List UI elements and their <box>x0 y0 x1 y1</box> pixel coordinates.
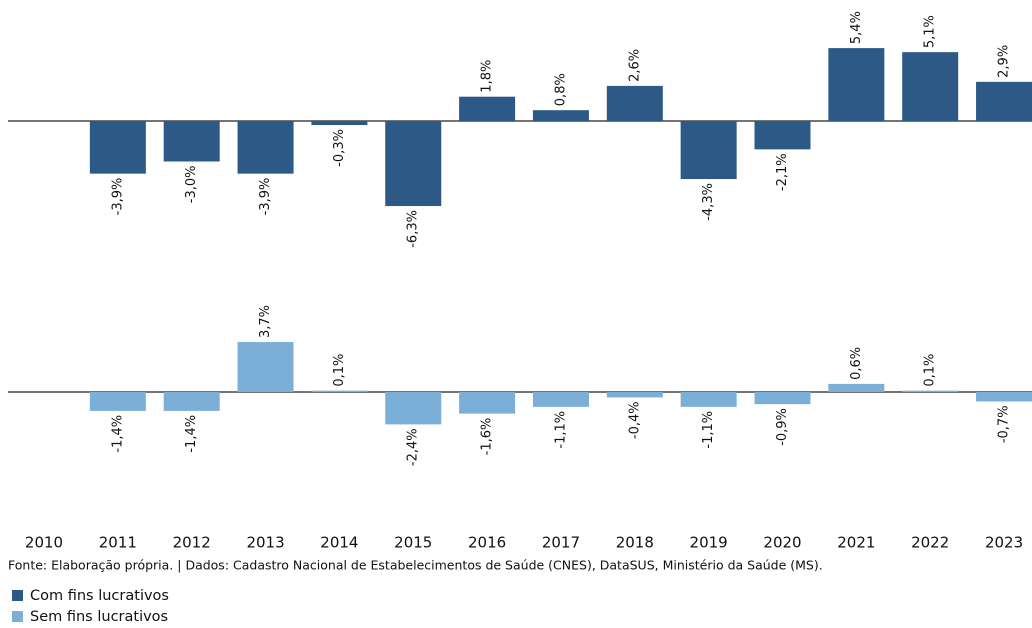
value-label: 5,4% <box>849 11 864 44</box>
value-label: -4,3% <box>701 183 716 221</box>
legend-label: Com fins lucrativos <box>30 588 169 604</box>
x-tick-label: 2012 <box>173 534 211 552</box>
x-tick-label: 2018 <box>616 534 654 552</box>
x-tick-label: 2023 <box>985 534 1023 552</box>
value-label: 0,8% <box>553 73 568 106</box>
value-label: -3,9% <box>110 178 125 216</box>
bar <box>237 342 294 392</box>
x-tick-label: 2014 <box>320 534 358 552</box>
value-label: 0,6% <box>849 347 864 380</box>
value-label: -0,9% <box>775 408 790 446</box>
value-label: -1,4% <box>110 415 125 453</box>
value-label: -1,1% <box>701 411 716 449</box>
value-label: -3,9% <box>258 178 273 216</box>
bar <box>311 121 368 126</box>
x-tick-label: 2010 <box>25 534 63 552</box>
x-tick-label: 2022 <box>911 534 949 552</box>
x-tick-label: 2015 <box>394 534 432 552</box>
bar <box>828 383 885 392</box>
bar <box>606 85 663 121</box>
bar <box>459 96 516 121</box>
value-label: -0,4% <box>627 401 642 439</box>
bar <box>311 390 368 392</box>
x-tick-label: 2021 <box>837 534 875 552</box>
value-label: 0,1% <box>332 354 347 387</box>
value-label: -3,0% <box>184 166 199 204</box>
value-label: -1,1% <box>553 411 568 449</box>
legend-swatch <box>12 590 23 601</box>
bar <box>902 390 959 392</box>
value-label: 1,8% <box>480 60 495 93</box>
bar <box>680 121 737 180</box>
bar <box>680 392 737 407</box>
value-label: 0,1% <box>923 354 938 387</box>
x-tick-label: 2020 <box>763 534 801 552</box>
bar <box>532 392 589 407</box>
value-label: -1,4% <box>184 415 199 453</box>
bar <box>459 392 516 414</box>
bar <box>976 392 1032 402</box>
value-label: 2,9% <box>997 45 1012 78</box>
x-tick-label: 2016 <box>468 534 506 552</box>
bar <box>89 121 146 174</box>
bar <box>606 392 663 398</box>
bar <box>828 48 885 121</box>
bar <box>237 121 294 174</box>
value-label: -0,3% <box>332 129 347 167</box>
bar <box>385 121 442 207</box>
source-note: Fonte: Elaboração própria. | Dados: Cada… <box>8 558 823 573</box>
value-label: 3,7% <box>258 305 273 338</box>
bar <box>902 52 959 121</box>
x-tick-label: 2017 <box>542 534 580 552</box>
bar <box>89 392 146 411</box>
bar <box>385 392 442 425</box>
value-label: -2,1% <box>775 153 790 191</box>
bar <box>754 121 811 150</box>
legend-label: Sem fins lucrativos <box>30 609 168 625</box>
x-tick-label: 2011 <box>99 534 137 552</box>
value-label: -6,3% <box>406 210 421 248</box>
bar <box>532 110 589 121</box>
legend-swatch <box>12 611 23 622</box>
value-label: 2,6% <box>627 49 642 82</box>
bar <box>163 392 220 411</box>
value-label: 5,1% <box>923 15 938 48</box>
x-tick-label: 2013 <box>246 534 284 552</box>
bar <box>163 121 220 162</box>
value-label: -1,6% <box>480 418 495 456</box>
x-tick-label: 2019 <box>690 534 728 552</box>
bar <box>754 392 811 405</box>
value-label: -0,7% <box>997 405 1012 443</box>
bar <box>976 81 1032 121</box>
value-label: -2,4% <box>406 428 421 466</box>
